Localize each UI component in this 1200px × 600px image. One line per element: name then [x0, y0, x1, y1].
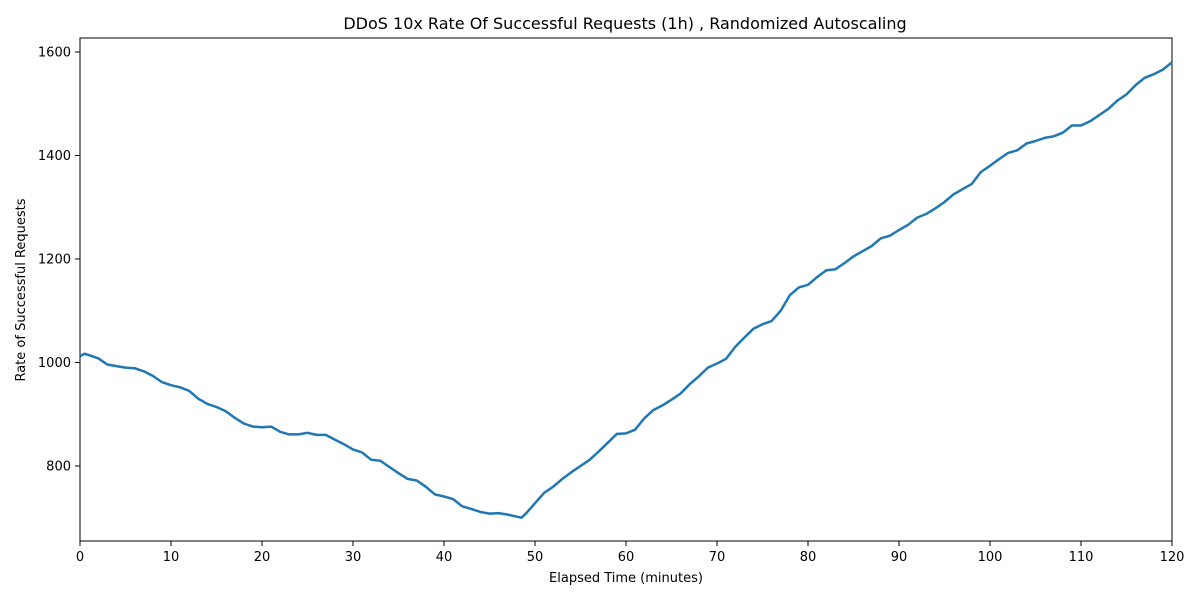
y-tick-label: 1200 [38, 252, 71, 267]
x-tick-label: 80 [800, 550, 817, 565]
x-tick-label: 40 [436, 550, 453, 565]
x-tick-label: 120 [1160, 550, 1185, 565]
x-tick-label: 70 [709, 550, 726, 565]
x-axis-label: Elapsed Time (minutes) [549, 571, 703, 586]
x-axis: 0 10 20 30 40 50 60 70 80 90 100 110 120 [76, 541, 1185, 565]
series-line [79, 61, 1173, 519]
chart-title: DDoS 10x Rate Of Successful Requests (1h… [343, 14, 906, 33]
x-tick-label: 90 [891, 550, 908, 565]
x-tick-label: 20 [254, 550, 271, 565]
x-tick-label: 0 [76, 550, 84, 565]
y-tick-label: 1400 [38, 149, 71, 164]
x-tick-label: 100 [978, 550, 1003, 565]
x-tick-label: 50 [527, 550, 544, 565]
y-axis-label: Rate of Successful Requests [14, 198, 29, 381]
x-tick-label: 110 [1069, 550, 1094, 565]
y-axis: 800 1000 1200 1400 1600 [38, 45, 80, 474]
x-tick-label: 60 [618, 550, 635, 565]
y-tick-label: 1600 [38, 45, 71, 60]
y-tick-label: 1000 [38, 356, 71, 371]
x-tick-label: 10 [163, 550, 180, 565]
y-tick-label: 800 [46, 459, 71, 474]
x-tick-label: 30 [345, 550, 362, 565]
